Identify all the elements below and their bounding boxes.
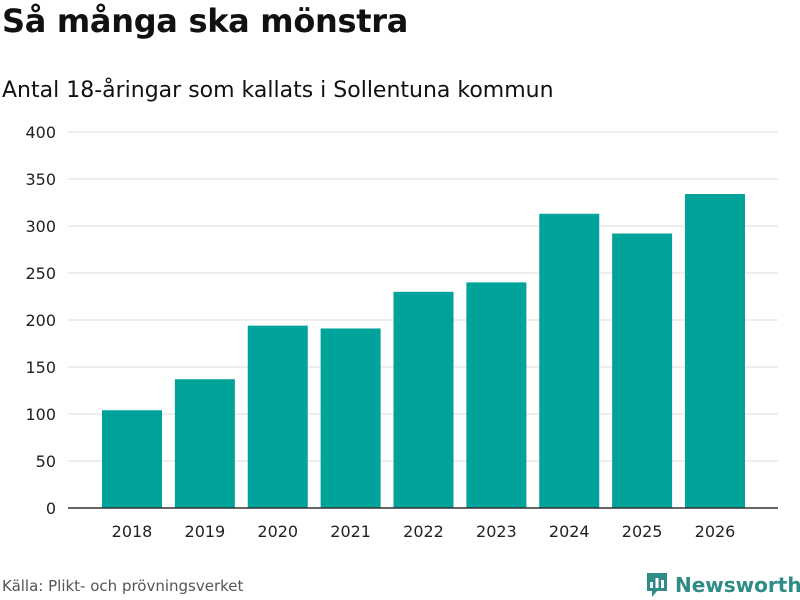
x-tick-label: 2024	[549, 522, 590, 541]
y-tick-label: 300	[25, 217, 56, 236]
x-tick-label: 2022	[403, 522, 444, 541]
x-tick-label: 2021	[330, 522, 371, 541]
bar-2019	[174, 379, 235, 508]
chart-title: Så många ska mönstra	[2, 2, 409, 40]
x-tick-label: 2020	[257, 522, 298, 541]
bar-2023	[466, 282, 527, 508]
bar-2018	[102, 410, 162, 508]
x-tick-label: 2019	[185, 522, 226, 541]
bar-chart: 0 50 100 150 200 250 300 350 400 2018 2019 2020 2021…	[25, 123, 778, 541]
newsworthy-logo-icon	[647, 573, 667, 597]
bar-2020	[247, 325, 308, 508]
bar-2025	[612, 233, 673, 508]
brand-name: Newsworthy	[675, 573, 800, 597]
y-tick-label: 50	[36, 452, 56, 471]
bar-2021	[320, 328, 381, 508]
y-tick-label: 250	[25, 264, 56, 283]
y-tick-label: 350	[25, 170, 56, 189]
bar-2024	[539, 213, 600, 508]
y-tick-label: 400	[25, 123, 56, 142]
bar-2022	[393, 291, 454, 508]
y-tick-label: 150	[25, 358, 56, 377]
source-note: Källa: Plikt- och prövningsverket	[2, 577, 244, 595]
bar-2026	[685, 194, 745, 509]
brand-logo[interactable]: Newsworthy	[645, 570, 800, 600]
y-tick-label: 200	[25, 311, 56, 330]
x-tick-label: 2026	[695, 522, 736, 541]
x-tick-label: 2025	[622, 522, 663, 541]
y-tick-label: 100	[25, 405, 56, 424]
y-tick-label: 0	[46, 499, 56, 518]
chart-subtitle: Antal 18-åringar som kallats i Sollentun…	[2, 78, 554, 103]
x-tick-label: 2018	[112, 522, 153, 541]
x-tick-label: 2023	[476, 522, 517, 541]
